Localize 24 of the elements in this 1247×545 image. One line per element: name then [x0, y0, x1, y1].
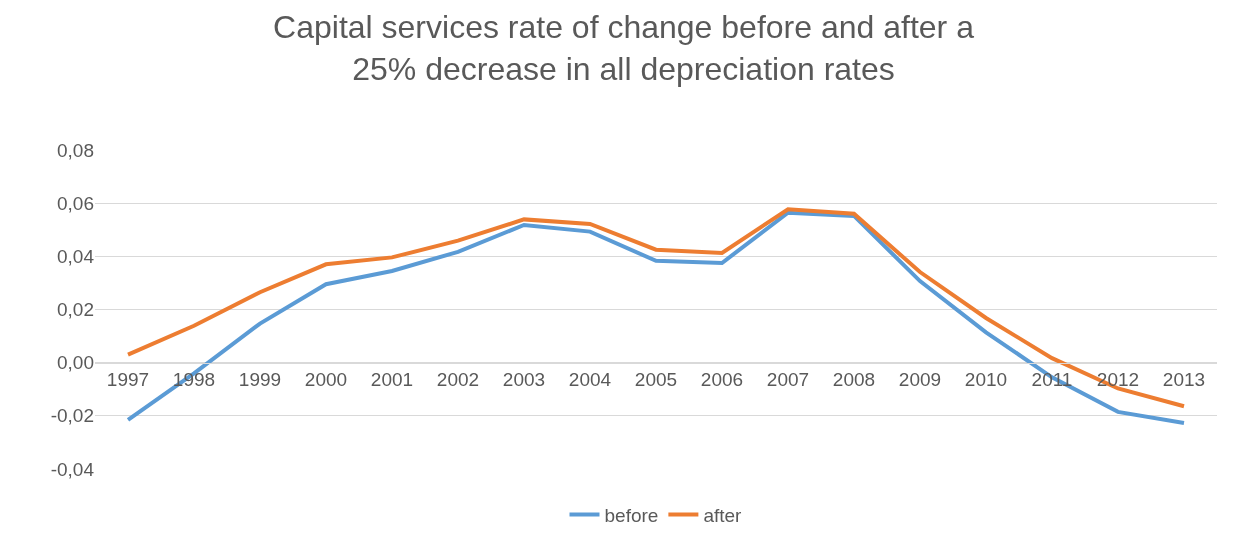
x-tick-label: 2009: [898, 369, 942, 391]
x-tick-label: 2003: [502, 369, 546, 391]
y-tick-label: 0,00: [57, 352, 94, 374]
x-tick-label: 2013: [1162, 369, 1206, 391]
y-tick-label: 0,08: [57, 139, 94, 161]
legend-label: before: [604, 504, 659, 526]
x-tick-label: 2006: [700, 369, 744, 391]
x-tick-label: 2008: [832, 369, 876, 391]
legend-label: after: [703, 504, 743, 526]
y-tick-label: 0,06: [57, 192, 94, 214]
x-tick-label: 2010: [964, 369, 1008, 391]
x-tick-label: 2007: [766, 369, 810, 391]
x-tick-label: 2001: [370, 369, 414, 391]
y-tick-label: 0,04: [57, 245, 95, 267]
x-tick-label: 1999: [238, 369, 282, 391]
chart-title: Capital services rate of change before and after a 25% decrease in all depreciation rates: [273, 9, 975, 87]
x-tick-label: 2002: [436, 369, 480, 391]
x-tick-label: 2000: [304, 369, 348, 391]
x-tick-label: 2004: [568, 369, 612, 391]
x-tick-label: 2005: [634, 369, 678, 391]
y-tick-label: 0,02: [57, 299, 94, 321]
x-tick-label: 1997: [106, 369, 150, 391]
y-tick-label: -0,02: [50, 405, 94, 427]
y-tick-label: -0,04: [50, 458, 95, 480]
